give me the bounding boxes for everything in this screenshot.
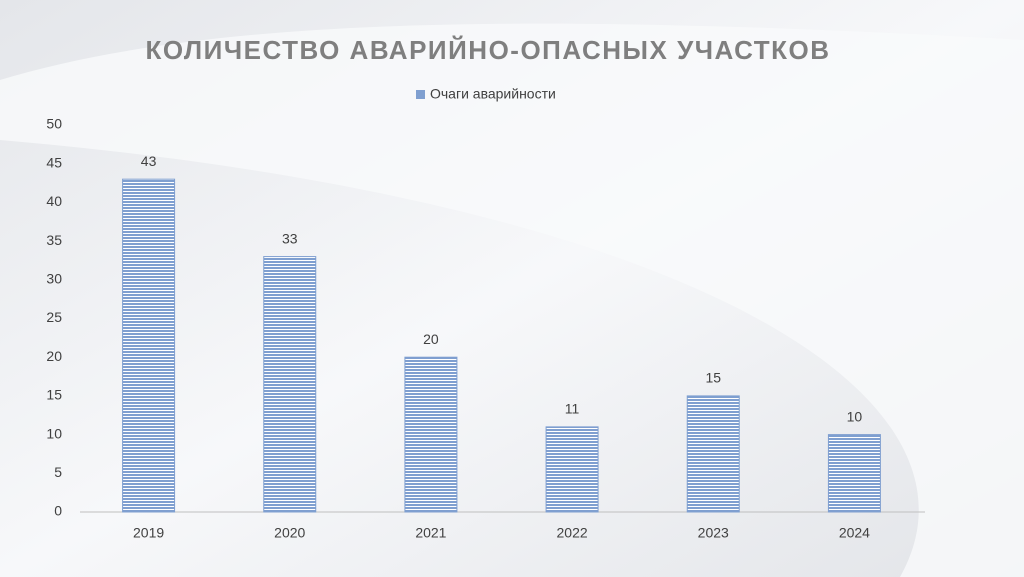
y-tick-label: 45 [46,154,62,170]
y-tick-label: 20 [46,348,62,364]
y-tick-label: 35 [46,232,62,248]
y-tick-label: 15 [46,387,62,403]
x-tick-label: 2024 [839,525,870,541]
data-label: 20 [423,331,439,347]
data-label: 15 [705,370,721,386]
bar [827,434,881,513]
bar [545,426,599,513]
x-tick-label: 2022 [557,525,588,541]
bar [263,256,317,513]
data-label: 11 [565,401,580,417]
background-shape [0,23,1024,577]
x-tick-label: 2019 [133,525,164,541]
bar [404,356,458,513]
y-tick-label: 50 [46,116,62,132]
y-tick-label: 30 [46,271,62,287]
data-label: 43 [141,153,157,169]
x-tick-label: 2023 [698,525,729,541]
y-tick-label: 25 [46,309,62,325]
data-label: 33 [282,230,298,246]
y-tick-label: 0 [54,503,62,519]
y-tick-label: 5 [54,464,62,480]
y-tick-label: 40 [46,193,62,209]
chart-title: КОЛИЧЕСТВО АВАРИЙНО-ОПАСНЫХ УЧАСТКОВ [145,35,830,65]
bar [122,178,176,513]
y-tick-label: 10 [46,425,62,441]
bar [686,395,740,513]
data-label: 10 [847,408,863,424]
x-tick-label: 2020 [274,525,305,541]
legend-label: Очаги аварийности [430,86,556,102]
x-tick-label: 2021 [415,525,446,541]
legend-marker [416,90,425,99]
